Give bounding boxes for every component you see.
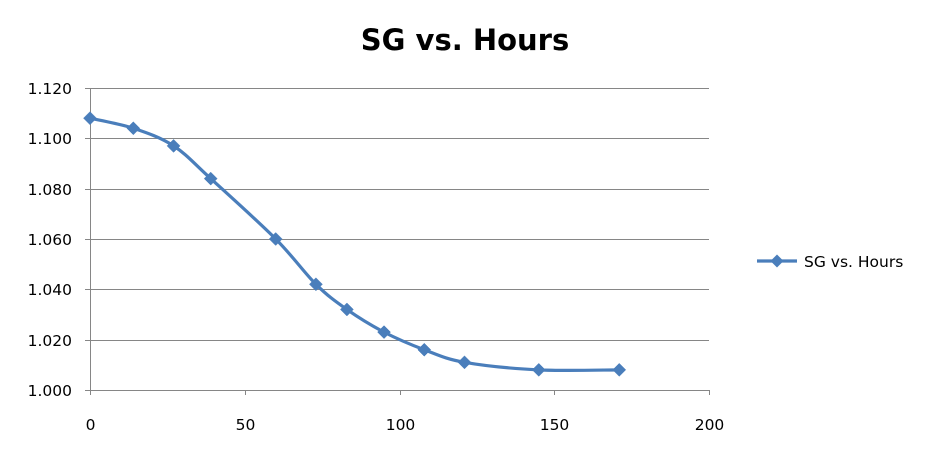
y-axis-tick-labels: 1.000 1.020 1.040 1.060 1.080 1.100 1.120	[28, 80, 72, 400]
data-point-marker	[203, 171, 218, 186]
data-point-marker	[377, 325, 391, 339]
x-tick-label: 0	[86, 416, 96, 434]
legend-label: SG vs. Hours	[804, 253, 903, 271]
y-tick-label: 1.060	[28, 231, 72, 249]
data-point-marker	[531, 363, 546, 377]
y-tick-label: 1.040	[28, 281, 72, 299]
gridlines	[90, 88, 709, 341]
data-point-marker	[457, 355, 472, 370]
series-line	[89, 116, 620, 373]
chart-title: SG vs. Hours	[361, 23, 569, 57]
y-tick-label: 1.000	[28, 382, 72, 400]
y-tick-label: 1.120	[28, 80, 72, 98]
legend-marker-swatch	[770, 254, 784, 268]
data-point-marker	[126, 121, 141, 136]
x-axis-tick-labels: 0 50 100 150 200	[86, 416, 725, 434]
data-point-marker	[268, 232, 283, 246]
data-point-marker	[340, 302, 354, 317]
data-point-marker	[612, 363, 627, 377]
legend: SG vs. Hours	[757, 253, 903, 271]
axes	[85, 88, 710, 395]
x-tick-label: 200	[695, 416, 725, 434]
data-point-marker	[83, 111, 97, 126]
x-tick-label: 150	[540, 416, 570, 434]
y-tick-label: 1.100	[28, 130, 72, 148]
x-tick-label: 100	[386, 416, 416, 434]
data-point-marker	[166, 139, 181, 153]
y-tick-label: 1.080	[28, 181, 72, 199]
data-point-marker	[309, 277, 323, 292]
y-tick-label: 1.020	[28, 332, 72, 350]
x-tick-label: 50	[236, 416, 256, 434]
data-point-marker	[417, 342, 432, 357]
data-series	[83, 111, 627, 377]
